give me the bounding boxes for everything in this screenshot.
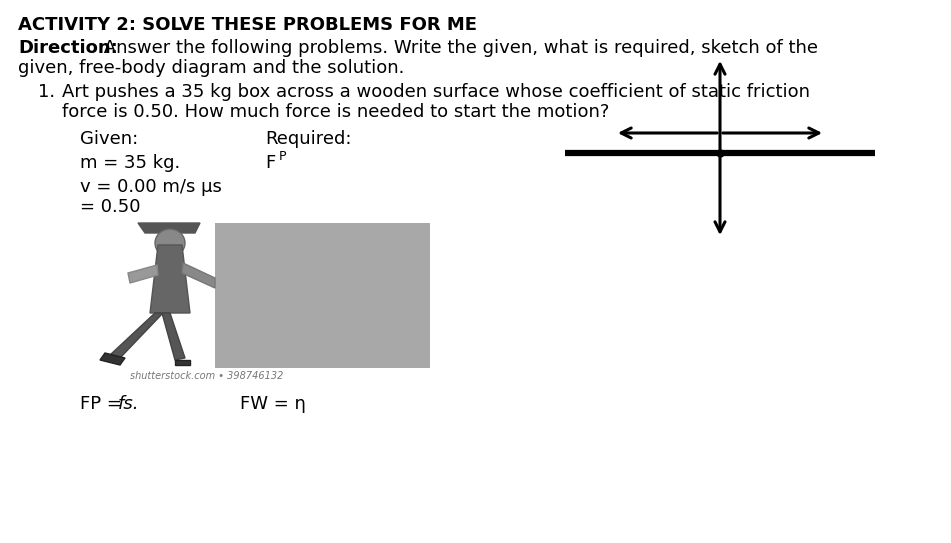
Text: ACTIVITY 2: SOLVE THESE PROBLEMS FOR ME: ACTIVITY 2: SOLVE THESE PROBLEMS FOR ME xyxy=(18,16,477,34)
Text: Required:: Required: xyxy=(265,130,352,148)
Polygon shape xyxy=(128,265,158,283)
Text: F: F xyxy=(265,154,275,172)
Polygon shape xyxy=(175,360,190,365)
Text: m = 35 kg.: m = 35 kg. xyxy=(80,154,181,172)
Text: = 0.50: = 0.50 xyxy=(80,198,141,216)
Text: Direction:: Direction: xyxy=(18,39,118,57)
Polygon shape xyxy=(100,353,125,365)
Text: Art pushes a 35 kg box across a wooden surface whose coefficient of static frict: Art pushes a 35 kg box across a wooden s… xyxy=(62,83,810,101)
Text: v = 0.00 m/s μs: v = 0.00 m/s μs xyxy=(80,178,222,196)
Bar xyxy=(215,223,430,368)
Polygon shape xyxy=(110,313,163,358)
Text: P: P xyxy=(279,150,286,163)
Text: fs.: fs. xyxy=(118,395,140,413)
Polygon shape xyxy=(182,263,215,288)
Polygon shape xyxy=(150,245,190,313)
Polygon shape xyxy=(138,223,200,233)
Text: force is 0.50. How much force is needed to start the motion?: force is 0.50. How much force is needed … xyxy=(62,103,610,121)
Text: Answer the following problems. Write the given, what is required, sketch of the: Answer the following problems. Write the… xyxy=(98,39,818,57)
Ellipse shape xyxy=(155,229,185,257)
Text: FW = η: FW = η xyxy=(240,395,306,413)
Text: shutterstock.com • 398746132: shutterstock.com • 398746132 xyxy=(130,371,283,381)
Text: FP =: FP = xyxy=(80,395,127,413)
Text: 1.: 1. xyxy=(38,83,55,101)
Polygon shape xyxy=(162,313,185,360)
Text: Given:: Given: xyxy=(80,130,138,148)
Text: given, free-body diagram and the solution.: given, free-body diagram and the solutio… xyxy=(18,59,404,77)
